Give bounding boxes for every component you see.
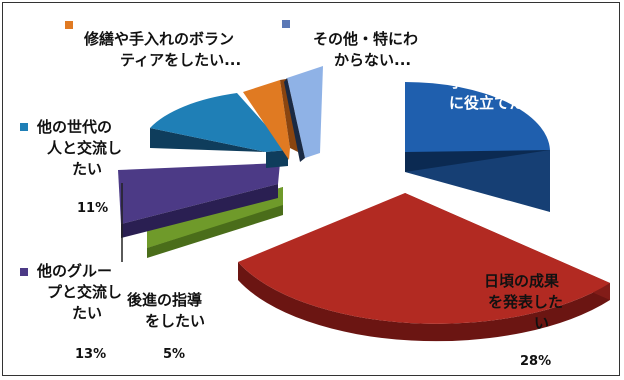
label-other: その他・特にわ からない... bbox=[313, 30, 419, 69]
marker-other bbox=[282, 20, 290, 28]
marker-generation bbox=[20, 123, 28, 131]
pct-group: 13% bbox=[75, 347, 107, 362]
label-present: 日頃の成果 を発表した い bbox=[484, 272, 564, 332]
slice-other bbox=[284, 66, 323, 162]
marker-present bbox=[462, 277, 470, 285]
marker-local bbox=[434, 87, 442, 95]
pct-guide: 5% bbox=[163, 347, 186, 362]
label-guide: 後進の指導 をしたい bbox=[127, 291, 206, 330]
marker-volunteer bbox=[65, 21, 73, 29]
slice-group bbox=[118, 163, 280, 238]
chart-border bbox=[2, 2, 620, 376]
label-volunteer: 修繕や手入れのボラン ティアをしたい... bbox=[84, 30, 242, 69]
pct-generation: 11% bbox=[77, 201, 109, 216]
slice-local bbox=[405, 81, 550, 212]
label-generation: 他の世代の 人と交流し たい bbox=[37, 118, 123, 178]
slice-generation bbox=[150, 93, 288, 168]
label-local: 学んだ事を地域 に役立てたい... bbox=[449, 73, 557, 112]
marker-group bbox=[20, 268, 28, 276]
label-group: 他のグルー プと交流し たい bbox=[37, 262, 123, 322]
slice-present bbox=[238, 193, 610, 342]
pct-present: 28% bbox=[520, 354, 552, 369]
